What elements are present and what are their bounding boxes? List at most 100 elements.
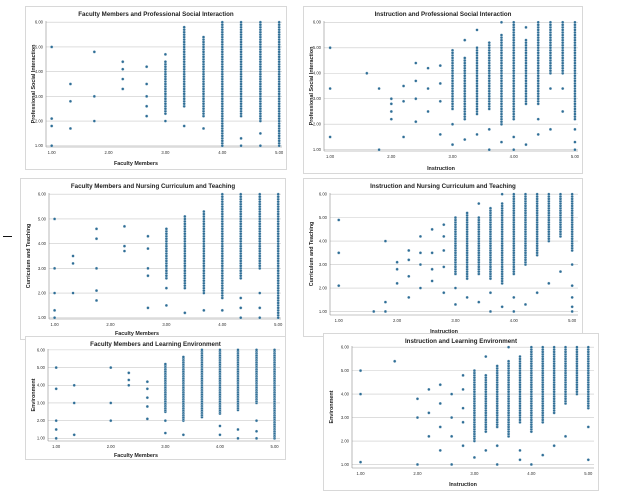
data-point — [277, 20, 281, 24]
data-point — [414, 120, 418, 124]
data-point — [92, 119, 96, 123]
scatter-chart-svg: Instruction and Professional Social Inte… — [309, 11, 580, 172]
data-point — [202, 209, 206, 214]
data-point — [475, 28, 479, 32]
data-point — [586, 345, 590, 349]
y-tick-label: 5.00 — [35, 44, 44, 49]
x-axis-label: Instruction — [449, 482, 477, 488]
y-tick-label: 2.00 — [37, 418, 46, 423]
x-tick-label: 1.00 — [335, 318, 344, 323]
x-tick-label: 4.00 — [527, 471, 536, 476]
data-point — [395, 267, 399, 271]
data-point — [218, 348, 222, 352]
data-point — [552, 444, 556, 448]
data-point — [220, 192, 224, 196]
y-tick-label: 6.00 — [35, 20, 44, 25]
data-point — [512, 295, 516, 300]
x-tick-label: 2.00 — [387, 154, 396, 159]
data-point — [407, 274, 411, 278]
data-point — [453, 302, 458, 307]
data-point — [442, 291, 446, 295]
x-tick-label: 1.00 — [51, 322, 60, 327]
data-point — [239, 136, 243, 140]
x-axis-label: Instruction — [427, 166, 455, 172]
data-point — [220, 308, 224, 312]
data-point — [518, 448, 522, 453]
data-point — [570, 295, 574, 300]
scatter-chart-svg: Faculty Members and Professional Social … — [31, 11, 284, 167]
data-point — [586, 458, 590, 462]
data-point — [450, 434, 454, 438]
x-tick-label: 2.00 — [104, 150, 113, 155]
data-point — [181, 355, 185, 359]
data-point — [518, 354, 522, 359]
data-point — [438, 448, 442, 453]
y-tick-label: 3.00 — [38, 266, 47, 271]
data-point — [438, 132, 442, 137]
data-point — [495, 364, 499, 368]
y-tick-label: 3.00 — [341, 415, 350, 420]
data-point — [512, 148, 516, 152]
data-point — [407, 258, 411, 262]
data-point — [586, 425, 590, 429]
y-tick-label: 1.00 — [38, 315, 47, 320]
y-tick-label: 2.00 — [313, 122, 322, 127]
data-point — [475, 132, 479, 137]
data-point — [183, 311, 187, 315]
data-point — [438, 81, 442, 86]
data-point — [524, 25, 528, 29]
x-axis-label: Faculty Members — [114, 161, 158, 167]
y-axis-label: Professional Social Interaction — [31, 45, 37, 124]
data-point — [254, 436, 259, 440]
data-point — [500, 192, 504, 196]
data-point — [236, 436, 240, 440]
x-tick-label: 3.00 — [161, 444, 170, 449]
data-point — [50, 144, 54, 148]
data-point — [239, 144, 243, 148]
x-tick-label: 3.00 — [451, 318, 460, 323]
data-point — [442, 223, 446, 227]
data-point — [328, 135, 332, 139]
x-tick-label: 2.00 — [107, 444, 116, 449]
data-point — [442, 265, 446, 269]
data-point — [487, 41, 491, 45]
data-point — [552, 345, 556, 349]
data-point — [52, 266, 57, 270]
x-tick-label: 4.00 — [218, 150, 227, 155]
data-point — [524, 143, 528, 147]
data-point — [548, 20, 553, 24]
y-tick-label: 6.00 — [38, 192, 47, 197]
data-point — [183, 214, 187, 219]
data-point — [145, 404, 149, 409]
y-tick-label: 6.00 — [313, 20, 322, 25]
y-axis-label: Curriculum and Teaching — [26, 224, 32, 289]
data-point — [383, 239, 388, 243]
data-point — [72, 383, 76, 387]
data-point — [258, 316, 262, 320]
data-point — [438, 64, 442, 68]
y-tick-label: 2.00 — [341, 438, 350, 443]
data-point — [395, 281, 399, 285]
data-point — [465, 211, 469, 215]
data-point — [383, 300, 388, 304]
y-tick-label: 3.00 — [37, 400, 46, 405]
scatter-chart-svg: Faculty Members and Nursing Curriculum a… — [26, 183, 283, 337]
y-tick-label: 5.00 — [341, 368, 350, 373]
data-point — [272, 348, 277, 352]
data-point — [71, 254, 75, 258]
data-point — [495, 444, 499, 448]
data-point — [512, 20, 516, 24]
data-point — [145, 114, 149, 118]
data-point — [536, 117, 540, 121]
y-tick-label: 2.00 — [35, 118, 44, 123]
data-point — [415, 397, 420, 401]
data-point — [122, 244, 127, 248]
data-point — [570, 284, 574, 288]
data-point — [472, 455, 477, 460]
data-point — [430, 267, 434, 271]
data-point — [512, 135, 516, 139]
data-point — [200, 348, 204, 352]
x-tick-label: 3.00 — [162, 322, 171, 327]
data-point — [461, 444, 465, 448]
data-point — [548, 86, 553, 91]
